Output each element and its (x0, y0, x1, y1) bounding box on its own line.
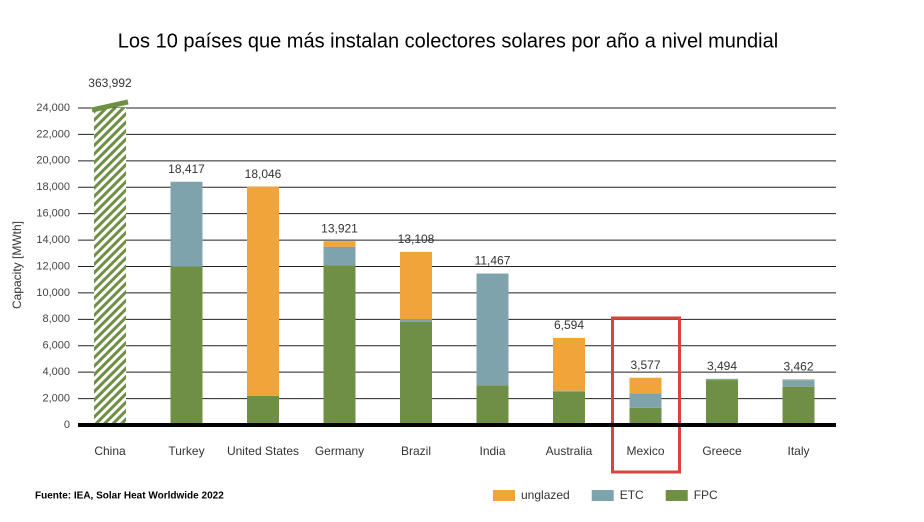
x-tick-label: China (94, 444, 126, 458)
y-tick-label: 2,000 (42, 392, 70, 404)
bar-segment (629, 407, 662, 425)
total-label: 6,594 (554, 318, 584, 332)
y-tick-label: 16,000 (36, 208, 70, 220)
y-tick-label: 12,000 (36, 260, 70, 272)
bar-segment (553, 390, 585, 392)
legend-swatch (665, 490, 688, 501)
bar-segment (782, 380, 815, 387)
legend-swatch (591, 490, 614, 501)
y-tick-label: 20,000 (36, 155, 70, 167)
bar-segment (782, 379, 815, 381)
x-tick-label: Mexico (626, 444, 664, 458)
bar-segment (706, 380, 738, 425)
total-label: 3,577 (630, 358, 660, 372)
y-tick-label: 24,000 (36, 102, 70, 114)
bar-segment (553, 391, 585, 425)
bar-segment (247, 395, 279, 425)
total-label: 18,417 (168, 162, 205, 176)
bar-segment (170, 181, 203, 267)
x-tick-label: Germany (315, 444, 364, 458)
bar-segment (476, 273, 509, 386)
total-label: 3,462 (783, 359, 813, 373)
bar-segment (400, 251, 432, 320)
y-tick-label: 0 (64, 419, 70, 431)
bar-segment (247, 186, 279, 396)
legend-label: ETC (620, 488, 644, 502)
bar-segment (323, 265, 356, 425)
bar-segment (323, 241, 356, 247)
y-tick-label: 18,000 (36, 181, 70, 193)
y-tick-label: 6,000 (42, 340, 70, 352)
source-note: Fuente: IEA, Solar Heat Worldwide 2022 (35, 491, 224, 502)
chart-title: Los 10 países que más instalan colectore… (118, 30, 778, 52)
x-tick-label: United States (227, 444, 299, 458)
bar-broken (94, 108, 126, 425)
y-tick-label: 10,000 (36, 287, 70, 299)
axis-break (91, 99, 129, 113)
bar-segment (629, 393, 662, 408)
bar-segment (706, 378, 738, 381)
x-tick-label: Greece (702, 444, 742, 458)
total-label: 363,992 (88, 76, 132, 90)
total-label: 3,494 (707, 359, 737, 373)
bar-segment (476, 385, 509, 425)
bar-segment (782, 386, 815, 425)
y-tick-label: 14,000 (36, 234, 70, 246)
x-tick-label: Brazil (401, 444, 431, 458)
bar-segment (400, 319, 432, 322)
y-tick-label: 4,000 (42, 366, 70, 378)
x-tick-label: Italy (787, 444, 809, 458)
x-tick-label: India (479, 444, 505, 458)
y-tick-label: 8,000 (42, 313, 70, 325)
y-tick-label: 22,000 (36, 128, 70, 140)
highlight-box (611, 316, 681, 474)
x-tick-label: Turkey (168, 444, 204, 458)
y-axis-label: Capacity [MWth] (10, 221, 24, 309)
bar-segment (323, 246, 356, 266)
total-label: 13,921 (321, 221, 358, 235)
total-label: 11,467 (475, 254, 511, 268)
legend-label: FPC (694, 488, 718, 502)
total-label: 18,046 (245, 167, 282, 181)
legend-swatch (493, 490, 515, 501)
bar-segment (400, 321, 432, 425)
x-tick-label: Australia (546, 444, 593, 458)
legend-label: unglazed (521, 488, 570, 502)
bar-segment (553, 337, 585, 391)
bar-segment (170, 266, 203, 425)
bar-segment (629, 377, 662, 394)
total-label: 13,108 (398, 232, 435, 246)
